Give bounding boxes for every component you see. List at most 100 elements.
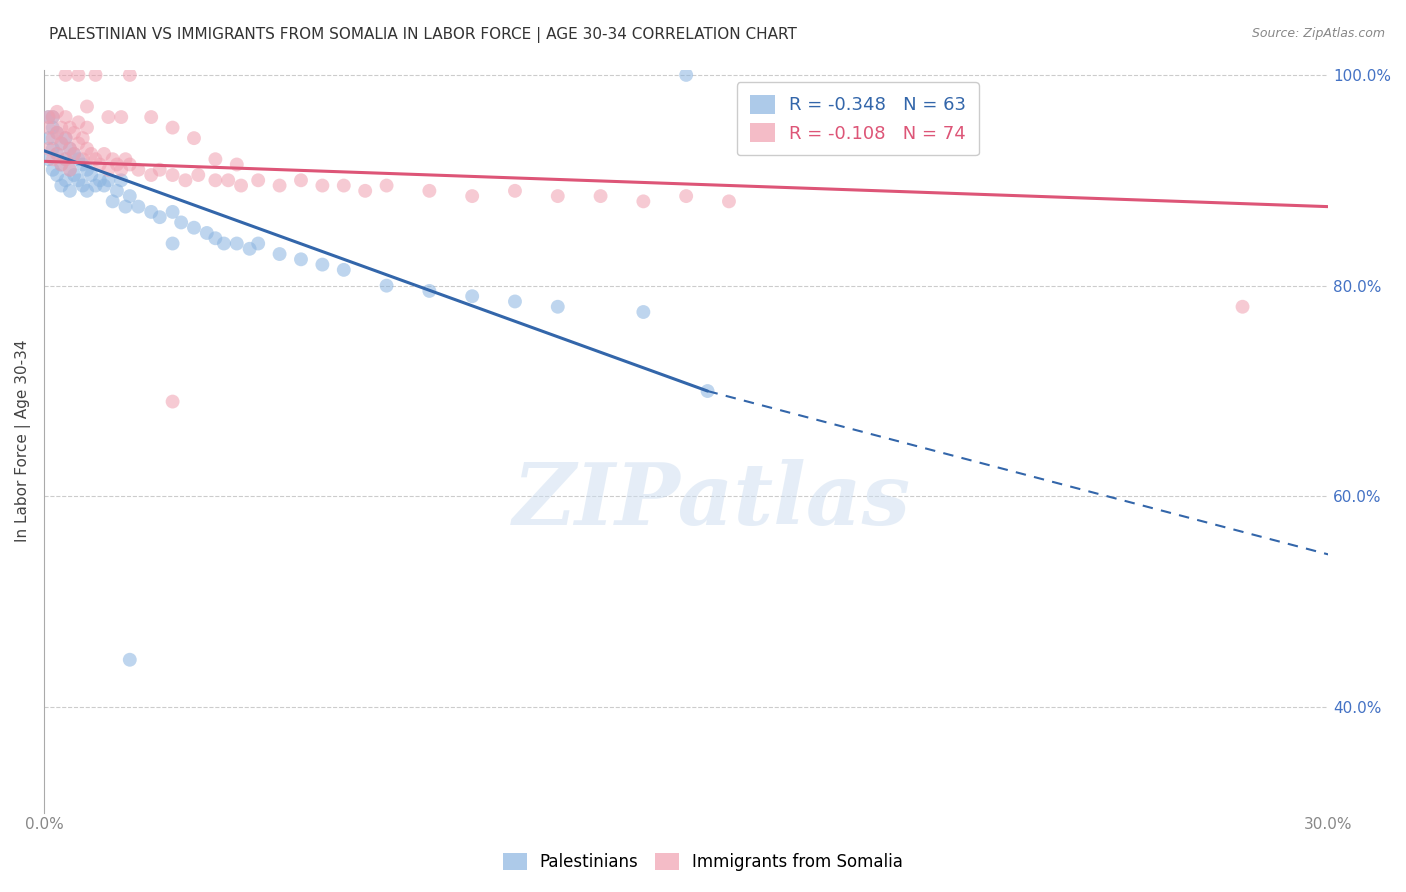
Point	[239, 242, 262, 256]
Point	[418, 284, 440, 298]
Point	[101, 152, 124, 166]
Point	[183, 131, 205, 145]
Point	[46, 147, 69, 161]
Point	[80, 147, 103, 161]
Point	[42, 142, 65, 156]
Point	[195, 226, 218, 240]
Text: ZIPatlas: ZIPatlas	[513, 458, 911, 542]
Point	[37, 120, 59, 135]
Point	[162, 120, 184, 135]
Point	[696, 384, 718, 398]
Point	[37, 131, 59, 145]
Point	[162, 168, 184, 182]
Point	[63, 126, 86, 140]
Point	[59, 120, 82, 135]
Point	[127, 200, 149, 214]
Point	[162, 394, 184, 409]
Point	[187, 168, 209, 182]
Point	[547, 300, 569, 314]
Point	[1232, 300, 1254, 314]
Point	[633, 305, 655, 319]
Point	[46, 126, 69, 140]
Point	[114, 152, 136, 166]
Point	[290, 252, 312, 267]
Point	[204, 152, 226, 166]
Legend: Palestinians, Immigrants from Somalia: Palestinians, Immigrants from Somalia	[495, 845, 911, 880]
Point	[84, 68, 107, 82]
Y-axis label: In Labor Force | Age 30-34: In Labor Force | Age 30-34	[15, 340, 31, 542]
Point	[461, 189, 484, 203]
Point	[174, 173, 197, 187]
Point	[37, 110, 59, 124]
Point	[97, 173, 120, 187]
Point	[59, 162, 82, 177]
Point	[42, 110, 65, 124]
Point	[63, 147, 86, 161]
Point	[141, 205, 163, 219]
Point	[333, 263, 356, 277]
Point	[59, 142, 82, 156]
Point	[503, 184, 526, 198]
Point	[375, 178, 398, 193]
Point	[46, 104, 69, 119]
Point	[93, 178, 115, 193]
Point	[162, 205, 184, 219]
Point	[59, 142, 82, 156]
Point	[72, 152, 94, 166]
Point	[118, 68, 141, 82]
Point	[229, 178, 252, 193]
Point	[42, 120, 65, 135]
Point	[46, 168, 69, 182]
Point	[76, 184, 98, 198]
Point	[217, 173, 239, 187]
Point	[503, 294, 526, 309]
Point	[63, 168, 86, 182]
Point	[418, 184, 440, 198]
Point	[141, 168, 163, 182]
Point	[37, 142, 59, 156]
Point	[170, 215, 193, 229]
Point	[67, 115, 90, 129]
Point	[84, 152, 107, 166]
Point	[80, 168, 103, 182]
Point	[97, 162, 120, 177]
Point	[225, 157, 247, 171]
Point	[675, 68, 697, 82]
Text: PALESTINIAN VS IMMIGRANTS FROM SOMALIA IN LABOR FORCE | AGE 30-34 CORRELATION CH: PALESTINIAN VS IMMIGRANTS FROM SOMALIA I…	[49, 27, 797, 43]
Point	[311, 178, 333, 193]
Point	[247, 236, 270, 251]
Point	[42, 110, 65, 124]
Point	[141, 110, 163, 124]
Point	[149, 210, 172, 224]
Point	[76, 162, 98, 177]
Point	[51, 157, 73, 171]
Point	[55, 152, 77, 166]
Point	[105, 157, 128, 171]
Point	[105, 184, 128, 198]
Legend: R = -0.348   N = 63, R = -0.108   N = 74: R = -0.348 N = 63, R = -0.108 N = 74	[737, 82, 979, 155]
Point	[717, 194, 740, 209]
Point	[89, 157, 111, 171]
Point	[375, 278, 398, 293]
Point	[118, 189, 141, 203]
Point	[118, 157, 141, 171]
Point	[37, 110, 59, 124]
Point	[269, 247, 291, 261]
Point	[67, 152, 90, 166]
Point	[37, 152, 59, 166]
Point	[46, 147, 69, 161]
Point	[51, 178, 73, 193]
Point	[149, 162, 172, 177]
Point	[55, 110, 77, 124]
Point	[127, 162, 149, 177]
Point	[114, 200, 136, 214]
Point	[76, 99, 98, 113]
Point	[212, 236, 235, 251]
Point	[46, 126, 69, 140]
Point	[354, 184, 377, 198]
Point	[59, 184, 82, 198]
Point	[51, 120, 73, 135]
Point	[97, 110, 120, 124]
Point	[55, 131, 77, 145]
Point	[76, 142, 98, 156]
